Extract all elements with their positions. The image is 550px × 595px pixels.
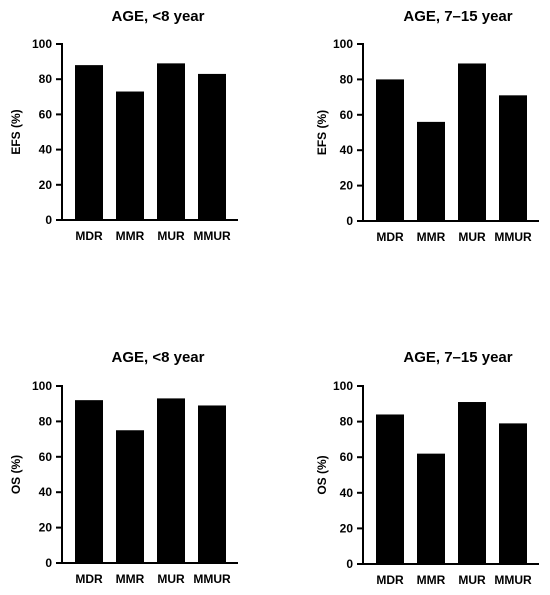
y-axis-label: OS (%)	[9, 455, 23, 494]
y-tick-label: 40	[39, 143, 53, 157]
bar-mmur	[198, 405, 226, 563]
chart-title: AGE, 7–15 year	[403, 8, 512, 25]
chart-panel-3: AGE, <8 year OS (%) 0 20 40 60 80 100 MDR MMR MUR M…	[9, 349, 238, 586]
chart-title: AGE, <8 year	[112, 349, 205, 366]
x-tick-label: MMR	[116, 572, 145, 586]
y-tick-label: 60	[39, 450, 53, 464]
bar-mmr	[417, 453, 445, 564]
bar-mdr	[376, 79, 404, 222]
y-tick-label: 60	[340, 108, 354, 122]
x-tick-label: MUR	[157, 572, 185, 586]
y-tick-label: 20	[39, 178, 53, 192]
x-tick-label: MDR	[376, 573, 404, 587]
y-tick-label: 100	[333, 379, 353, 393]
bar-mdr	[75, 65, 103, 221]
x-tick-label: MDR	[376, 230, 404, 244]
bar-mdr	[75, 400, 103, 563]
chart-panel-2: AGE, 7–15 year EFS (%) 0 20 40 60 80 100 MDR MMR M…	[315, 8, 539, 244]
bar-mur	[157, 63, 185, 220]
y-axis-label: EFS (%)	[315, 110, 329, 155]
y-tick-label: 60	[39, 107, 53, 121]
x-tick-label: MMR	[116, 229, 145, 243]
bar-mur	[458, 63, 486, 221]
y-tick-label: 80	[340, 72, 354, 86]
y-tick-label: 20	[340, 521, 354, 535]
y-tick-label: 40	[39, 485, 53, 499]
bar-mur	[458, 402, 486, 564]
bar-mur	[157, 398, 185, 563]
x-tick-label: MDR	[75, 229, 103, 243]
x-tick-label: MMUR	[494, 573, 532, 587]
bar-mmr	[116, 430, 144, 563]
x-tick-label: MUR	[157, 229, 185, 243]
y-tick-label: 20	[340, 179, 354, 193]
x-tick-label: MMUR	[193, 572, 231, 586]
x-tick-label: MMR	[417, 573, 446, 587]
y-tick-label: 100	[32, 37, 52, 51]
bar-mmur	[499, 423, 527, 564]
y-tick-label: 100	[32, 379, 52, 393]
chart-panel-4: AGE, 7–15 year OS (%) 0 20 40 60 80 100 MDR MMR MU…	[315, 349, 539, 587]
y-tick-label: 100	[333, 37, 353, 51]
bar-mmur	[198, 73, 226, 220]
y-tick-label: 80	[39, 414, 53, 428]
chart-panel-1: AGE, <8 year EFS (%) 0 20 40 60 80 100 MDR MMR MUR…	[9, 8, 238, 243]
y-axis-label: OS (%)	[315, 455, 329, 494]
y-tick-label: 40	[340, 486, 354, 500]
y-tick-label: 60	[340, 450, 354, 464]
chart-title: AGE, 7–15 year	[403, 349, 512, 366]
x-tick-label: MDR	[75, 572, 103, 586]
y-tick-label: 40	[340, 143, 354, 157]
x-tick-label: MMUR	[494, 230, 532, 244]
bar-mmur	[499, 95, 527, 221]
y-tick-label: 80	[39, 72, 53, 86]
bar-mdr	[376, 414, 404, 564]
y-tick-label: 0	[45, 556, 52, 570]
y-tick-label: 20	[39, 521, 53, 535]
x-tick-label: MUR	[458, 230, 486, 244]
bar-mmr	[417, 121, 445, 221]
bar-mmr	[116, 91, 144, 221]
x-tick-label: MUR	[458, 573, 486, 587]
y-axis-label: EFS (%)	[9, 109, 23, 154]
x-tick-label: MMR	[417, 230, 446, 244]
x-tick-label: MMUR	[193, 229, 231, 243]
y-tick-label: 0	[45, 213, 52, 227]
y-tick-label: 0	[346, 557, 353, 571]
y-tick-label: 80	[340, 415, 354, 429]
y-tick-label: 0	[346, 214, 353, 228]
chart-title: AGE, <8 year	[112, 8, 205, 25]
